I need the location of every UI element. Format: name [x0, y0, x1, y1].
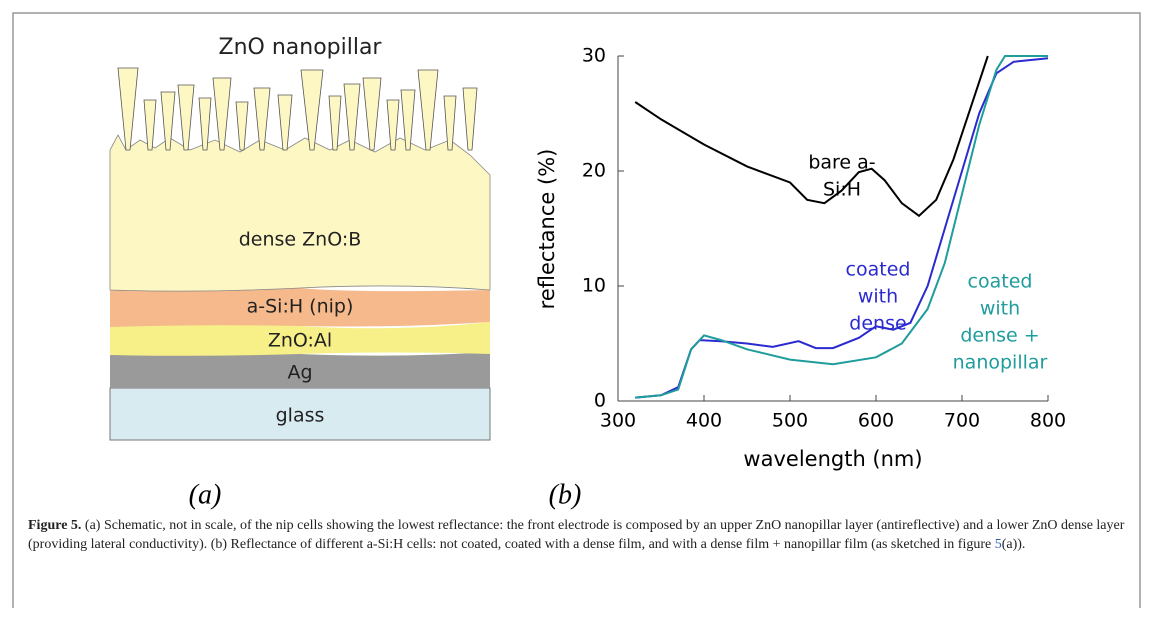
annotation: Si:H — [823, 179, 861, 201]
pillar — [254, 88, 270, 150]
layer-label: a-Si:H (nip) — [247, 296, 354, 318]
layer-label: ZnO:Al — [268, 330, 332, 352]
annotation: bare a- — [808, 152, 875, 174]
pillar — [363, 78, 381, 150]
x-tick-label: 600 — [858, 410, 894, 432]
figure-link[interactable]: 5 — [995, 537, 1002, 552]
y-tick-label: 30 — [582, 45, 606, 67]
pillar — [144, 100, 156, 150]
pillar — [213, 78, 231, 150]
layer-label: glass — [276, 405, 325, 427]
x-tick-label: 500 — [772, 410, 808, 432]
y-tick-label: 20 — [582, 160, 606, 182]
pillar — [463, 88, 477, 150]
x-tick-label: 300 — [600, 410, 636, 432]
caption-text: (a) Schematic, not in scale, of the nip … — [28, 518, 1124, 552]
layer-label: dense ZnO:B — [239, 229, 362, 251]
pillar — [418, 70, 438, 150]
annotation: dense + — [960, 325, 1039, 347]
pillar — [278, 95, 292, 150]
caption-text: (a)). — [1002, 537, 1026, 552]
layer-label: ZnO nanopillar — [219, 35, 383, 60]
figure: ZnO nanopillar dense ZnO:B a-Si:H (nip) … — [0, 0, 1153, 623]
annotation: coated — [968, 271, 1033, 293]
x-axis-label: wavelength (nm) — [743, 447, 922, 471]
nanopillars — [118, 68, 477, 150]
x-tick-label: 400 — [686, 410, 722, 432]
annotation: dense — [849, 313, 906, 335]
data-line — [635, 56, 988, 216]
annotation: with — [980, 298, 1020, 320]
pillar — [344, 84, 360, 150]
panel-tag: (a) — [189, 479, 222, 510]
y-tick-label: 10 — [582, 275, 606, 297]
annotation: with — [858, 286, 898, 308]
x-tick-label: 700 — [944, 410, 980, 432]
caption-label: Figure 5. — [28, 518, 81, 533]
y-axis-label: reflectance (%) — [535, 149, 559, 310]
y-tick-label: 0 — [594, 390, 606, 412]
pillar — [236, 102, 248, 150]
dense-layer — [110, 135, 490, 291]
pillar — [118, 68, 138, 150]
x-tick-label: 800 — [1030, 410, 1066, 432]
annotation: nanopillar — [953, 352, 1048, 374]
annotation: coated — [846, 259, 911, 281]
data-line — [635, 58, 1048, 397]
pillar — [178, 85, 194, 150]
layer-label: Ag — [287, 362, 312, 384]
caption: Figure 5. (a) Schematic, not in scale, o… — [28, 516, 1128, 554]
panel-tag: (b) — [549, 479, 582, 510]
pillar — [329, 96, 341, 150]
